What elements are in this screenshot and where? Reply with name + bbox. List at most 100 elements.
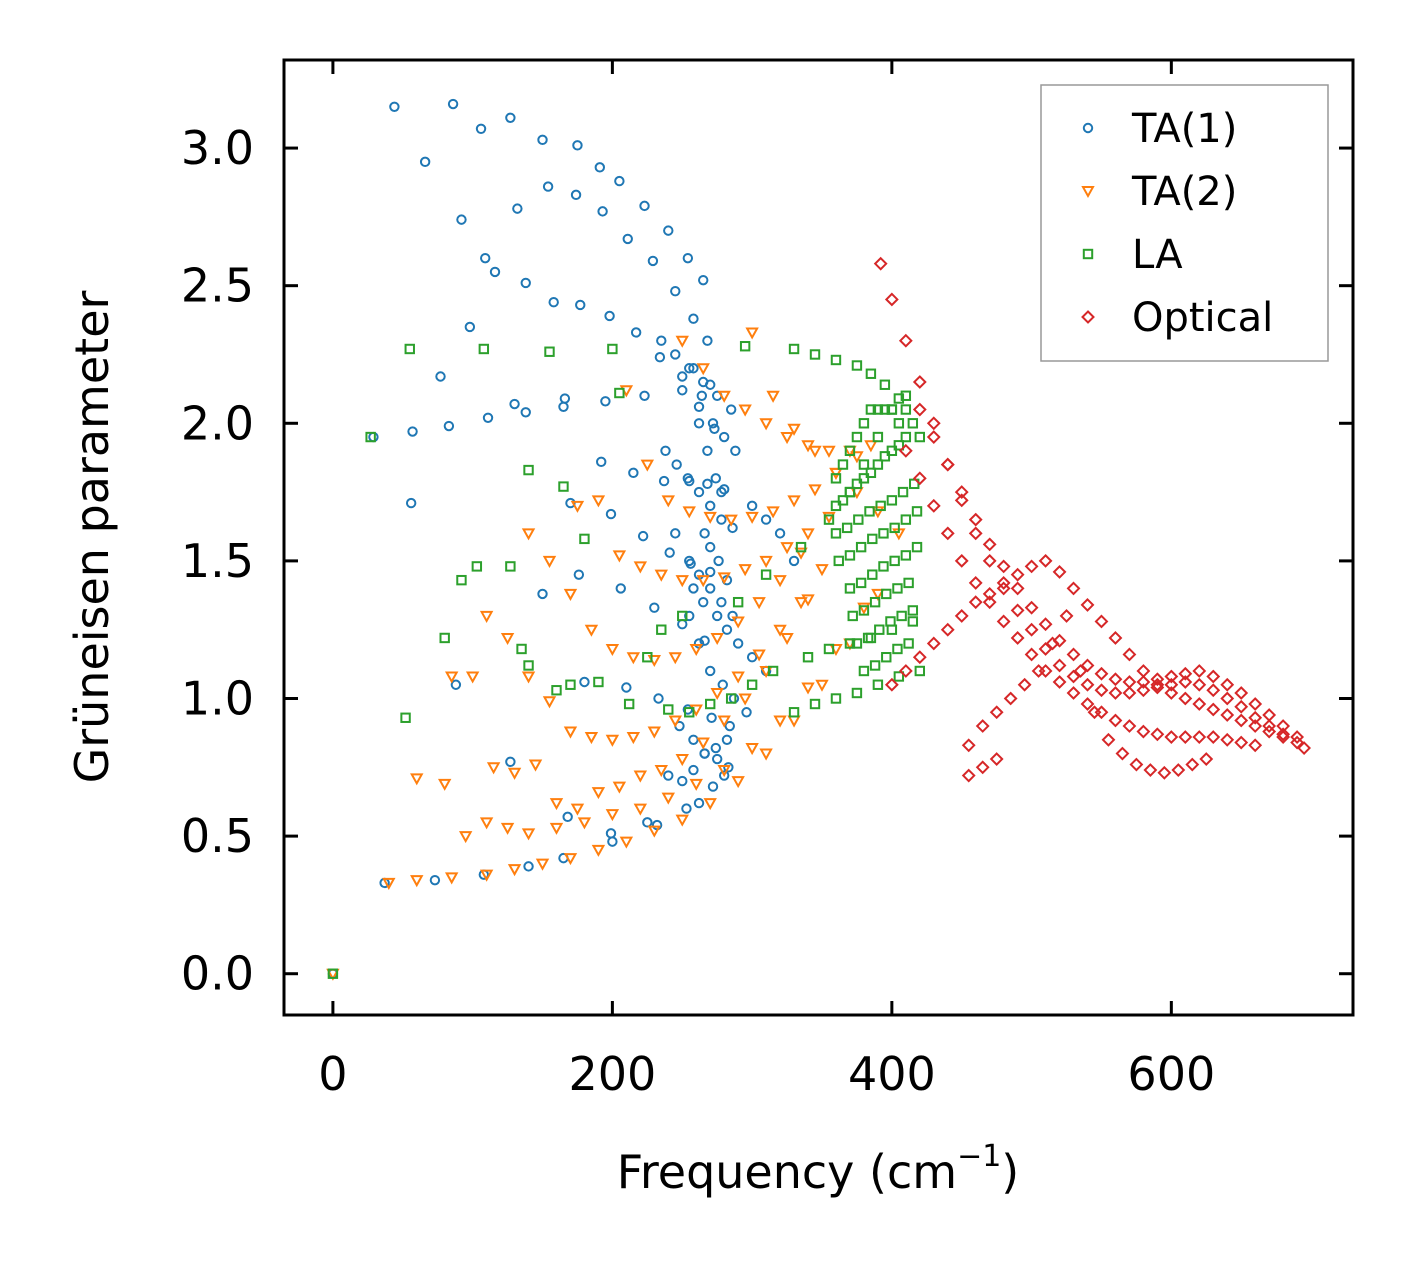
data-point bbox=[1024, 647, 1039, 662]
data-point bbox=[1192, 677, 1207, 692]
data-point bbox=[512, 203, 523, 214]
data-point bbox=[705, 566, 716, 578]
data-point bbox=[897, 486, 909, 498]
data-point bbox=[878, 561, 889, 572]
y-tick-label: 1.0 bbox=[181, 672, 254, 726]
data-point bbox=[1164, 686, 1179, 700]
data-point bbox=[725, 404, 737, 415]
data-point bbox=[752, 597, 766, 610]
data-point bbox=[577, 817, 592, 830]
data-point bbox=[746, 679, 758, 690]
data-point bbox=[563, 726, 578, 739]
data-point bbox=[1024, 600, 1039, 615]
data-point bbox=[1220, 732, 1235, 747]
data-point bbox=[407, 426, 418, 437]
data-point bbox=[869, 660, 881, 671]
data-point bbox=[1108, 713, 1123, 728]
data-point bbox=[1122, 647, 1137, 662]
data-point bbox=[575, 299, 586, 311]
data-point bbox=[996, 581, 1011, 596]
data-point bbox=[1206, 683, 1221, 698]
data-point bbox=[637, 530, 649, 542]
data-point bbox=[809, 349, 821, 360]
data-point bbox=[705, 698, 716, 710]
data-point bbox=[893, 671, 905, 682]
data-point bbox=[1220, 708, 1235, 722]
data-point bbox=[1080, 598, 1095, 612]
data-point bbox=[478, 343, 490, 355]
data-point bbox=[886, 445, 898, 457]
data-point bbox=[597, 206, 608, 217]
data-point bbox=[668, 652, 682, 665]
data-point bbox=[584, 624, 599, 637]
data-point bbox=[716, 486, 727, 498]
data-point bbox=[682, 704, 694, 715]
data-point bbox=[479, 817, 494, 830]
data-point bbox=[1080, 677, 1095, 692]
data-point bbox=[465, 671, 480, 684]
data-point bbox=[563, 588, 578, 601]
data-point bbox=[654, 352, 666, 363]
data-point bbox=[1087, 705, 1102, 720]
data-point bbox=[780, 432, 794, 445]
data-point bbox=[1010, 581, 1025, 596]
data-point bbox=[723, 762, 734, 773]
data-point bbox=[914, 431, 926, 443]
data-point bbox=[865, 632, 877, 644]
data-point bbox=[542, 555, 557, 568]
data-point bbox=[419, 156, 431, 168]
tick-layer: 0 200 400 600 0.0 0.5 1.0 1.5 2.0 2.5 3.0 bbox=[181, 60, 1353, 1101]
data-point bbox=[745, 327, 759, 340]
data-point bbox=[573, 569, 585, 580]
data-point bbox=[869, 596, 881, 608]
data-point bbox=[649, 602, 660, 613]
data-point bbox=[858, 665, 870, 677]
data-point bbox=[982, 587, 997, 601]
data-point bbox=[802, 652, 814, 663]
data-point bbox=[766, 390, 780, 403]
data-point bbox=[486, 762, 501, 775]
data-point bbox=[594, 162, 606, 173]
data-point bbox=[447, 98, 459, 110]
data-point bbox=[730, 445, 741, 457]
data-point bbox=[668, 715, 682, 728]
data-point bbox=[699, 528, 710, 539]
data-point bbox=[1192, 730, 1207, 744]
data-point bbox=[703, 798, 717, 811]
legend-box bbox=[1040, 84, 1329, 362]
data-point bbox=[780, 542, 794, 555]
data-point bbox=[732, 638, 744, 649]
data-point bbox=[1024, 622, 1039, 637]
data-point bbox=[815, 564, 829, 577]
data-point bbox=[732, 596, 744, 608]
data-point bbox=[471, 561, 483, 572]
data-point bbox=[872, 431, 884, 443]
data-point bbox=[914, 665, 926, 677]
data-point bbox=[1052, 564, 1067, 579]
data-point bbox=[724, 720, 735, 732]
data-point bbox=[663, 770, 674, 781]
data-point bbox=[718, 770, 730, 781]
data-point bbox=[850, 451, 864, 464]
data-point bbox=[626, 652, 641, 665]
data-point bbox=[682, 473, 694, 484]
data-point bbox=[746, 652, 758, 663]
data-point bbox=[570, 803, 585, 816]
data-point bbox=[710, 742, 721, 754]
data-point bbox=[900, 390, 912, 401]
data-point bbox=[759, 748, 773, 761]
data-point bbox=[675, 754, 689, 767]
data-point bbox=[865, 404, 877, 415]
data-point bbox=[911, 506, 923, 517]
legend: TA(1) TA(2) LA Optical bbox=[1040, 84, 1329, 362]
data-point bbox=[808, 445, 822, 458]
data-point bbox=[1059, 609, 1074, 623]
data-point bbox=[968, 512, 983, 527]
data-point bbox=[693, 797, 705, 809]
data-point bbox=[844, 550, 856, 561]
data-point bbox=[900, 431, 912, 443]
series-layer bbox=[326, 98, 1312, 981]
data-point bbox=[1052, 675, 1067, 689]
data-point bbox=[660, 445, 671, 457]
data-point bbox=[505, 756, 516, 768]
